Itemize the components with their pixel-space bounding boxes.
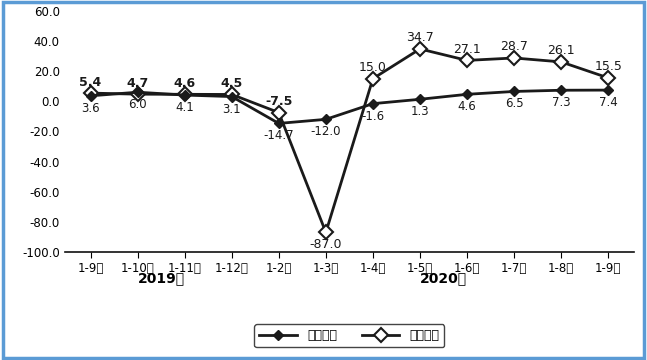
Text: 34.7: 34.7 xyxy=(406,31,434,44)
Text: 7.3: 7.3 xyxy=(552,96,571,109)
Text: 2019年: 2019年 xyxy=(138,271,185,285)
Legend: 营业收入, 利润总额: 营业收入, 利润总额 xyxy=(254,324,444,347)
Text: 7.4: 7.4 xyxy=(599,96,617,109)
Text: 6.0: 6.0 xyxy=(128,98,147,111)
Text: 6.5: 6.5 xyxy=(505,98,523,111)
Text: 4.7: 4.7 xyxy=(127,77,149,90)
Text: 5.4: 5.4 xyxy=(80,76,102,89)
Text: -7.5: -7.5 xyxy=(265,95,292,108)
Text: 28.7: 28.7 xyxy=(500,40,528,54)
Text: 4.1: 4.1 xyxy=(175,101,194,114)
Text: 3.1: 3.1 xyxy=(223,103,241,116)
Text: 15.0: 15.0 xyxy=(359,61,387,74)
Text: -1.6: -1.6 xyxy=(361,110,384,123)
Text: 4.5: 4.5 xyxy=(221,77,243,90)
Text: 2020年: 2020年 xyxy=(420,271,467,285)
Text: 15.5: 15.5 xyxy=(594,60,622,73)
Text: -12.0: -12.0 xyxy=(311,125,341,138)
Text: 27.1: 27.1 xyxy=(453,43,481,56)
Text: -14.7: -14.7 xyxy=(263,130,294,143)
Text: 1.3: 1.3 xyxy=(411,105,429,118)
Text: 4.6: 4.6 xyxy=(173,77,196,90)
Text: 26.1: 26.1 xyxy=(547,44,575,57)
Text: -87.0: -87.0 xyxy=(310,238,342,251)
Text: 3.6: 3.6 xyxy=(82,102,100,115)
Text: 4.6: 4.6 xyxy=(457,100,476,113)
